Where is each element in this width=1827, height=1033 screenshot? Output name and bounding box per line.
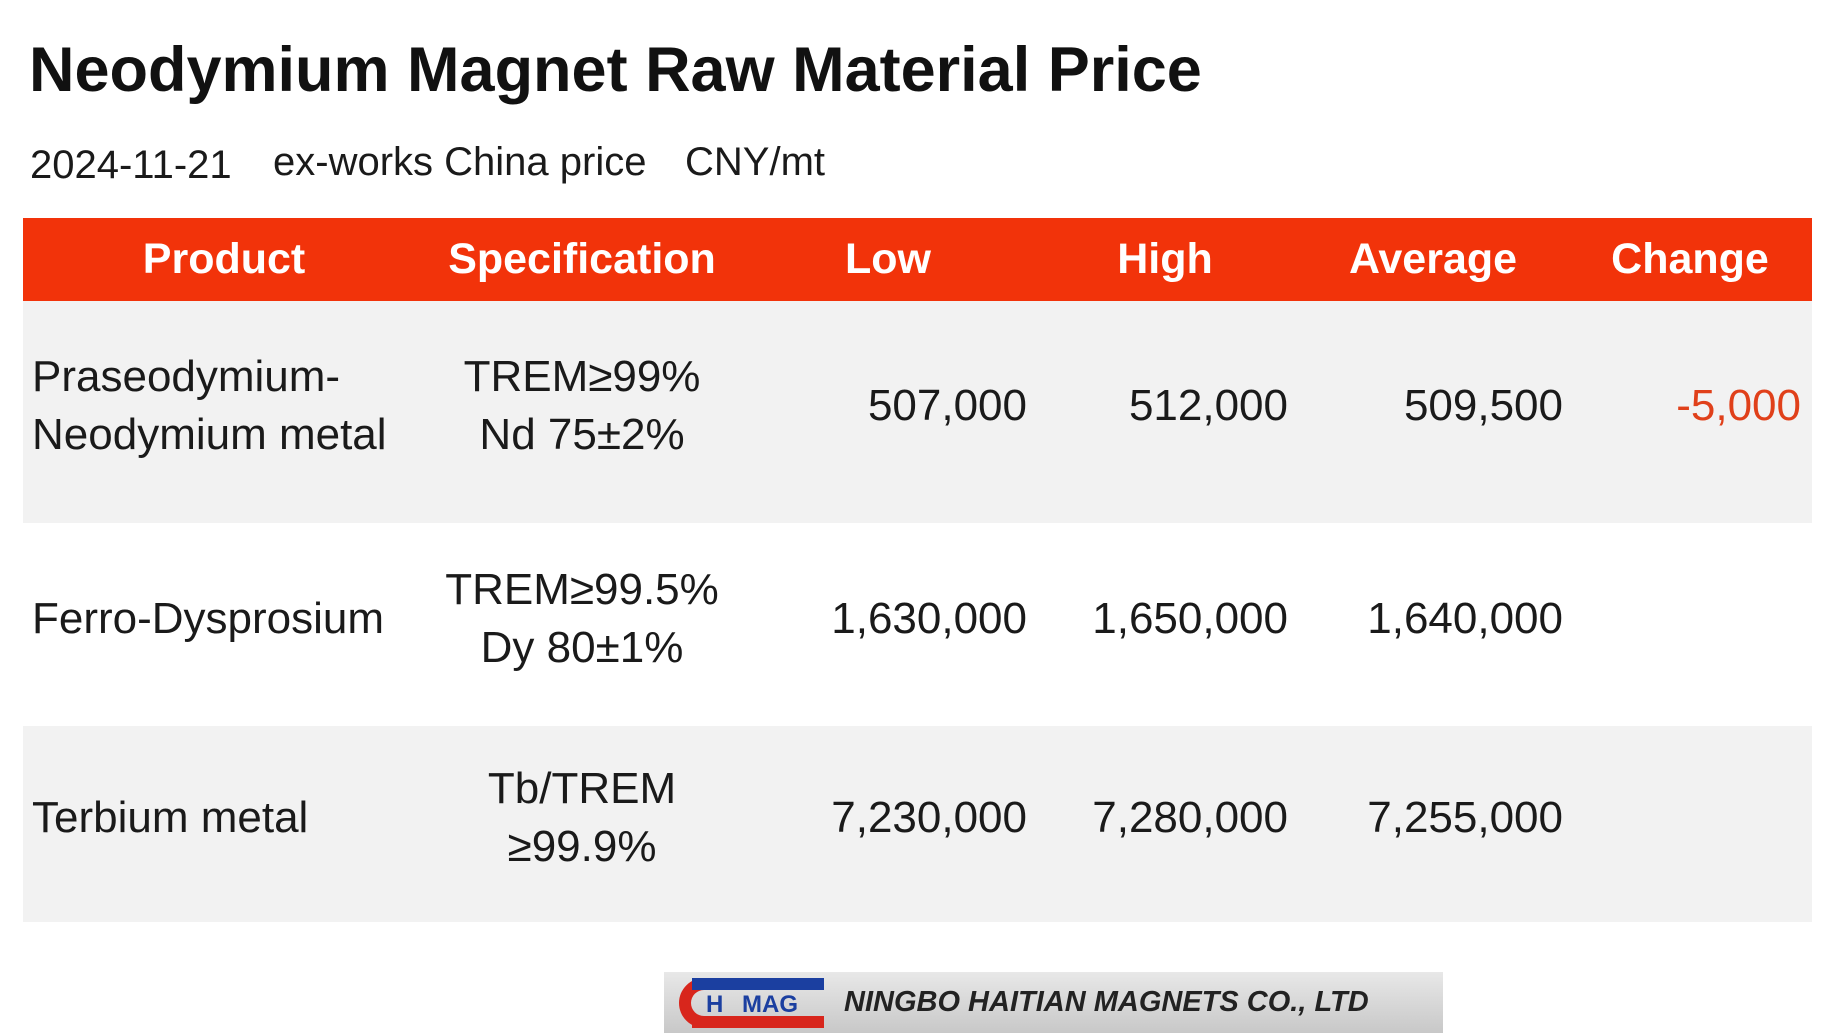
column-header: High: [1117, 235, 1213, 283]
logo-letter: H: [706, 991, 723, 1018]
logo: H MAG NINGBO HAITIAN MAGNETS CO., LTD: [664, 972, 1443, 1033]
company: NINGBO HAITIAN MAGNETS CO., LTD: [844, 986, 1369, 1018]
logo-mark: H MAG: [679, 978, 824, 1028]
product: Praseodymium-: [32, 352, 341, 401]
title: Neodymium Magnet Raw Material Price: [29, 35, 1202, 105]
specification: ≥99.9%: [507, 822, 657, 871]
low: 507,000: [867, 381, 1027, 430]
specification: TREM≥99.5%: [445, 564, 719, 614]
low: 1,630,000: [831, 593, 1027, 643]
specification: Nd 75±2%: [479, 410, 685, 459]
change: -5,000: [1676, 381, 1801, 430]
table-row: [23, 726, 1812, 922]
basis: ex-works China price: [273, 140, 647, 184]
column-header: Product: [142, 235, 306, 283]
logo-letters: MAG: [742, 991, 798, 1018]
low: 7,230,000: [831, 793, 1027, 842]
high: 1,650,000: [1092, 593, 1288, 643]
high: 512,000: [1128, 381, 1288, 430]
column-header: Low: [845, 235, 931, 283]
specification: Dy 80±1%: [480, 622, 684, 672]
average: 7,255,000: [1367, 793, 1563, 842]
table-row: [23, 523, 1812, 726]
product: Neodymium metal: [32, 410, 387, 459]
average: 1,640,000: [1367, 593, 1563, 643]
product: Ferro-Dysprosium: [32, 593, 385, 643]
unit: CNY/mt: [685, 140, 825, 184]
high: 7,280,000: [1092, 793, 1288, 842]
table-header: [23, 218, 1812, 301]
date: 2024-11-21: [30, 143, 232, 187]
column-header: Specification: [448, 235, 716, 283]
specification: Tb/TREM: [487, 764, 677, 813]
column-header: Change: [1611, 235, 1769, 283]
product: Terbium metal: [32, 793, 309, 842]
column-header: Average: [1348, 235, 1518, 283]
table-row: [23, 301, 1812, 523]
specification: TREM≥99%: [463, 352, 701, 401]
average: 509,500: [1403, 381, 1563, 430]
